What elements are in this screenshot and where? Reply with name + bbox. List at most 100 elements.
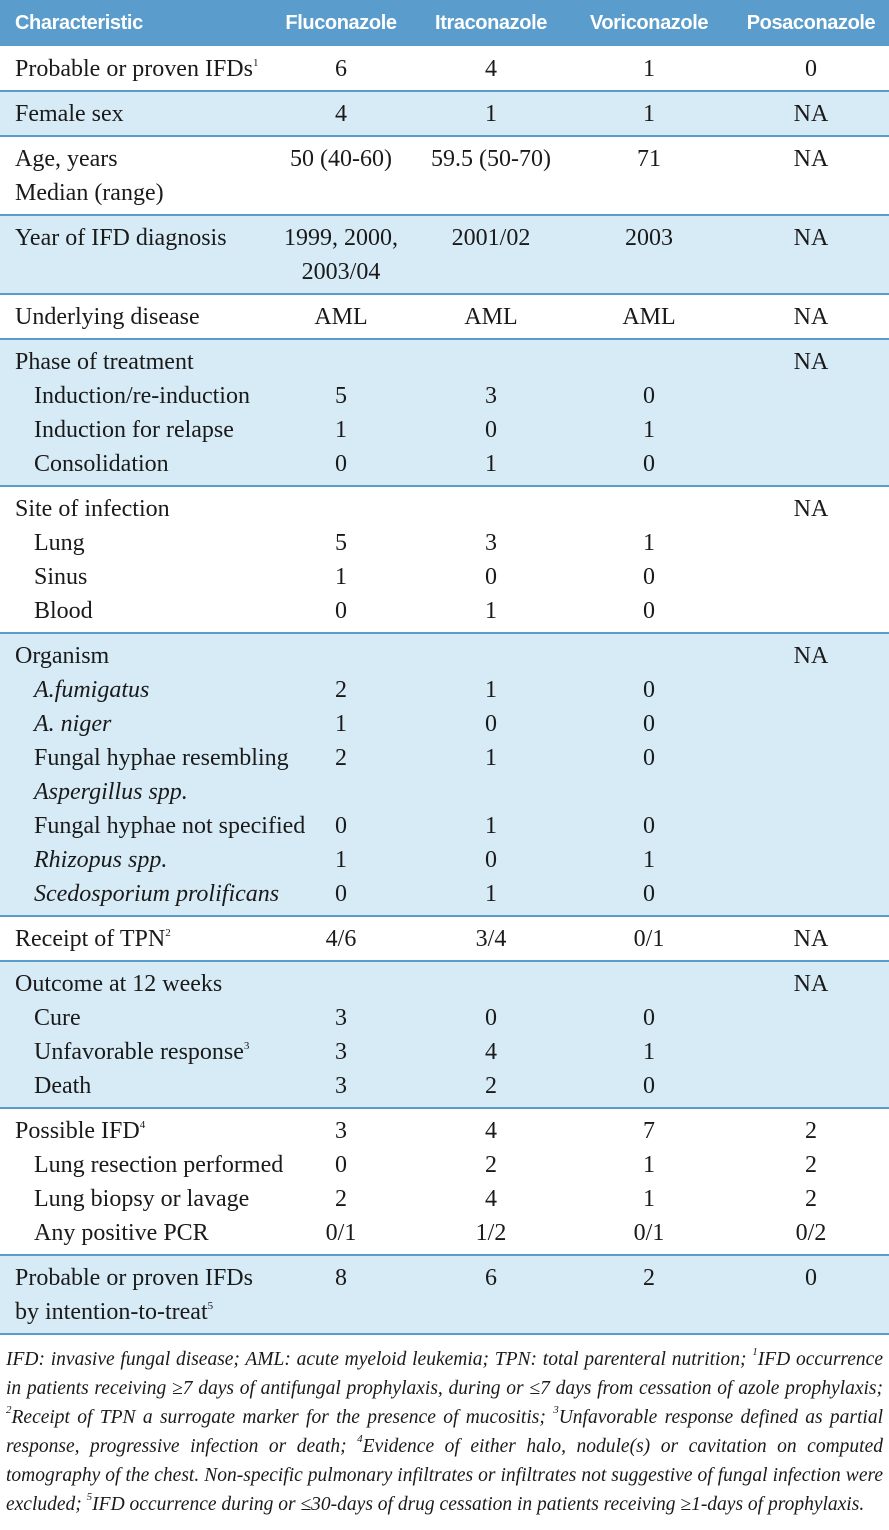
row-separator bbox=[0, 632, 889, 634]
label-text: Consolidation bbox=[34, 451, 169, 477]
row-group bbox=[0, 1109, 889, 1255]
row-label: Underlying disease bbox=[15, 300, 200, 334]
value-cell: 2003/04 bbox=[301, 259, 381, 285]
row-label: Lung bbox=[34, 526, 85, 560]
footnote-text: Receipt of TPN a surrogate marker for th… bbox=[11, 1407, 554, 1428]
row-group bbox=[0, 917, 889, 961]
value-cell: 0 bbox=[643, 1073, 655, 1099]
row-label: Induction for relapse bbox=[34, 413, 234, 447]
value-cell: 4 bbox=[485, 1186, 497, 1212]
label-text: Possible IFD bbox=[15, 1118, 140, 1144]
footnote-text: Unfavorable response defined as partial … bbox=[6, 1407, 883, 1457]
value-cell: 1 bbox=[485, 598, 497, 624]
row-separator bbox=[0, 90, 889, 92]
label-text: Median (range) bbox=[15, 180, 164, 206]
row-label: Fungal hyphae resembling bbox=[34, 741, 289, 775]
label-text: Year of IFD diagnosis bbox=[15, 225, 227, 251]
value-cell: 71 bbox=[637, 146, 661, 172]
value-cell: 0 bbox=[643, 745, 655, 771]
row-label: by intention-to-treat5 bbox=[15, 1295, 213, 1329]
row-group bbox=[0, 47, 889, 91]
label-text: Any positive PCR bbox=[34, 1220, 209, 1246]
footnote-ref: 1 bbox=[252, 57, 259, 69]
value-cell: 5 bbox=[335, 383, 347, 409]
row-label: Lung biopsy or lavage bbox=[34, 1182, 249, 1216]
row-group bbox=[0, 92, 889, 136]
label-text: Death bbox=[34, 1073, 92, 1099]
value-cell: 1 bbox=[643, 1186, 655, 1212]
value-cell: 2 bbox=[335, 745, 347, 771]
value-cell: 0 bbox=[485, 564, 497, 590]
label-text: Receipt of TPN bbox=[15, 926, 166, 952]
row-group bbox=[0, 1256, 889, 1334]
label-text: Site of infection bbox=[15, 496, 170, 522]
label-text: Aspergillus spp. bbox=[34, 779, 188, 805]
value-cell: 0 bbox=[643, 1005, 655, 1031]
label-text: Age, years bbox=[15, 146, 118, 172]
value-cell: 2 bbox=[485, 1073, 497, 1099]
row-label: Blood bbox=[34, 594, 93, 628]
footnote-ref: 5 bbox=[207, 1300, 214, 1312]
value-cell: 0 bbox=[335, 813, 347, 839]
header-cell: Fluconazole bbox=[285, 12, 397, 34]
label-text: Outcome at 12 weeks bbox=[15, 971, 223, 997]
value-cell: AML bbox=[622, 304, 676, 330]
row-label: Sinus bbox=[34, 560, 87, 594]
value-cell: NA bbox=[793, 496, 829, 522]
label-text: Phase of treatment bbox=[15, 349, 194, 375]
label-text: Scedosporium prolificans bbox=[34, 881, 280, 907]
value-cell: 2 bbox=[485, 1152, 497, 1178]
label-text: Organism bbox=[15, 643, 110, 669]
value-cell: 7 bbox=[643, 1118, 655, 1144]
value-cell: NA bbox=[793, 304, 829, 330]
row-label: Probable or proven IFDs bbox=[15, 1261, 253, 1295]
value-cell: 0/1 bbox=[633, 1220, 665, 1246]
value-cell: NA bbox=[793, 926, 829, 952]
value-cell: 1 bbox=[335, 564, 347, 590]
header-cell: Posaconazole bbox=[746, 12, 876, 34]
value-cell: 3 bbox=[485, 530, 497, 556]
row-separator bbox=[0, 1333, 889, 1335]
footnote-text: Evidence of either halo, nodule(s) or ca… bbox=[6, 1436, 883, 1515]
row-label: Fungal hyphae not specified bbox=[34, 809, 305, 843]
value-cell: 1 bbox=[485, 813, 497, 839]
value-cell: 0/2 bbox=[795, 1220, 827, 1246]
value-cell: 1 bbox=[485, 101, 497, 127]
value-cell: 6 bbox=[335, 56, 347, 82]
label-text: Underlying disease bbox=[15, 304, 200, 330]
label-text: Probable or proven IFDs bbox=[15, 1265, 253, 1291]
row-group bbox=[0, 487, 889, 633]
label-text: Probable or proven IFDs bbox=[15, 56, 253, 82]
value-cell: NA bbox=[793, 971, 829, 997]
row-label: Any positive PCR bbox=[34, 1216, 209, 1250]
value-cell: 2 bbox=[335, 1186, 347, 1212]
value-cell: AML bbox=[464, 304, 518, 330]
footnote-ref: 1 bbox=[752, 1346, 758, 1358]
value-cell: 50 (40-60) bbox=[290, 146, 392, 172]
row-group bbox=[0, 216, 889, 294]
footnote-ref: 2 bbox=[6, 1404, 12, 1416]
value-cell: 1 bbox=[335, 417, 347, 443]
value-cell: 1 bbox=[643, 56, 655, 82]
row-group bbox=[0, 340, 889, 486]
value-cell: 1 bbox=[485, 451, 497, 477]
value-cell: 6 bbox=[485, 1265, 497, 1291]
value-cell: 0 bbox=[335, 881, 347, 907]
footnote-ref: 2 bbox=[165, 927, 171, 939]
label-text: Unfavorable response bbox=[34, 1039, 244, 1065]
label-text: Lung biopsy or lavage bbox=[34, 1186, 250, 1212]
row-group bbox=[0, 295, 889, 339]
value-cell: 3 bbox=[335, 1039, 347, 1065]
value-cell: 0 bbox=[485, 417, 497, 443]
value-cell: NA bbox=[793, 643, 829, 669]
value-cell: 2 bbox=[335, 677, 347, 703]
row-separator bbox=[0, 915, 889, 917]
label-text: Induction for relapse bbox=[34, 417, 234, 443]
value-cell: 2 bbox=[805, 1152, 817, 1178]
row-label: Site of infection bbox=[15, 492, 170, 526]
footnote: IFD: invasive fungal disease; AML: acute… bbox=[6, 1345, 883, 1519]
footnote-ref: 3 bbox=[243, 1040, 250, 1052]
footnote-ref: 5 bbox=[86, 1491, 93, 1503]
value-cell: AML bbox=[314, 304, 368, 330]
value-cell: 0 bbox=[643, 677, 655, 703]
